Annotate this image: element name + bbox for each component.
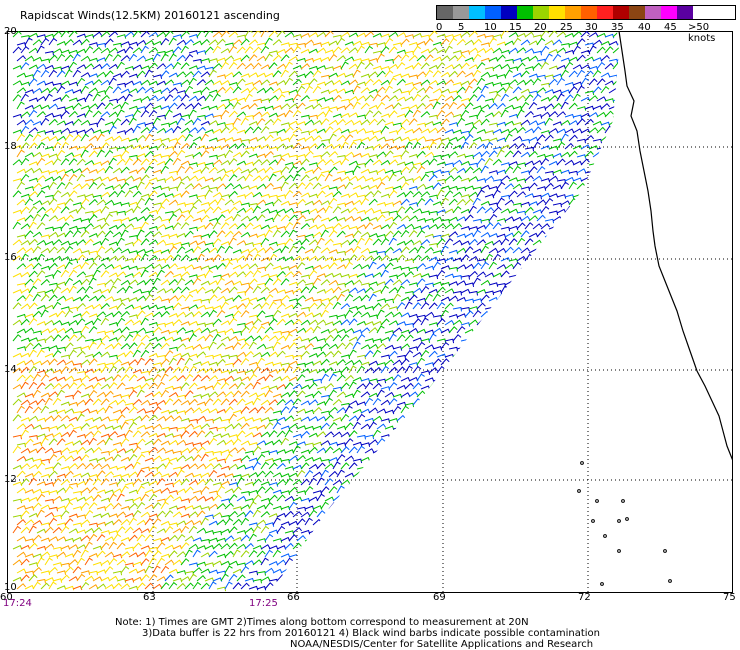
longitude-label: 72 (578, 592, 591, 603)
island-mark (580, 461, 584, 465)
legend-swatch (565, 6, 581, 19)
time-label-end: 17:25 (249, 598, 278, 609)
island-mark (617, 519, 621, 523)
legend-label: 45 (664, 22, 677, 33)
note-line-2: 3)Data buffer is 22 hrs from 20160121 4)… (142, 628, 600, 639)
legend-label: 0 (436, 22, 443, 33)
legend-label: 5 (458, 22, 465, 33)
island-mark (621, 499, 625, 503)
legend-swatch (517, 6, 533, 19)
island-mark (668, 579, 672, 583)
island-mark (603, 534, 607, 538)
wind-speed-legend: 0 5 10 15 20 25 30 35 40 45 >50 knots (436, 5, 736, 44)
island-mark (663, 549, 667, 553)
legend-swatch (613, 6, 629, 19)
legend-label: 40 (638, 22, 651, 33)
note-line-1: Note: 1) Times are GMT 2)Times along bot… (115, 617, 529, 628)
latitude-label: 12 (4, 474, 17, 485)
latitude-label: 18 (4, 141, 17, 152)
legend-swatch (661, 6, 677, 19)
legend-label: 20 (534, 22, 547, 33)
wind-barb-map (7, 31, 733, 593)
legend-swatch (677, 6, 693, 19)
legend-swatch (597, 6, 613, 19)
legend-swatch (533, 6, 549, 19)
map-title: Rapidscat Winds(12.5KM) 20160121 ascendi… (20, 9, 280, 22)
time-label-start: 17:24 (3, 598, 32, 609)
legend-label: 15 (509, 22, 522, 33)
legend-swatch (437, 6, 453, 19)
longitude-label: 66 (287, 592, 300, 603)
legend-swatch (453, 6, 469, 19)
latitude-label: 20 (4, 26, 17, 37)
latitude-label: 10 (4, 582, 17, 593)
island-mark (595, 499, 599, 503)
island-mark (625, 517, 629, 521)
longitude-label: 69 (433, 592, 446, 603)
longitude-label: 60 (0, 592, 13, 603)
legend-label: >50 knots (688, 22, 716, 44)
legend-swatch (485, 6, 501, 19)
legend-label: 30 (585, 22, 598, 33)
latitude-label: 14 (4, 364, 17, 375)
map-frame (7, 31, 733, 593)
legend-swatch (645, 6, 661, 19)
wind-barbs (12, 31, 619, 592)
longitude-label: 63 (143, 592, 156, 603)
legend-swatch (501, 6, 517, 19)
legend-label: 25 (560, 22, 573, 33)
legend-label: 35 (611, 22, 624, 33)
legend-label: 10 (484, 22, 497, 33)
island-mark (591, 519, 595, 523)
legend-color-bar (436, 5, 736, 20)
legend-swatch (629, 6, 645, 19)
coastline (618, 31, 733, 462)
legend-swatch (581, 6, 597, 19)
longitude-label: 75 (723, 592, 736, 603)
island-mark (577, 489, 581, 493)
latitude-label: 16 (4, 252, 17, 263)
island-mark (617, 549, 621, 553)
legend-swatch (549, 6, 565, 19)
legend-swatch (469, 6, 485, 19)
legend-labels: 0 5 10 15 20 25 30 35 40 45 >50 knots (436, 22, 736, 44)
wind-map (7, 31, 733, 593)
island-mark (600, 582, 604, 586)
note-line-3: NOAA/NESDIS/Center for Satellite Applica… (290, 639, 594, 650)
